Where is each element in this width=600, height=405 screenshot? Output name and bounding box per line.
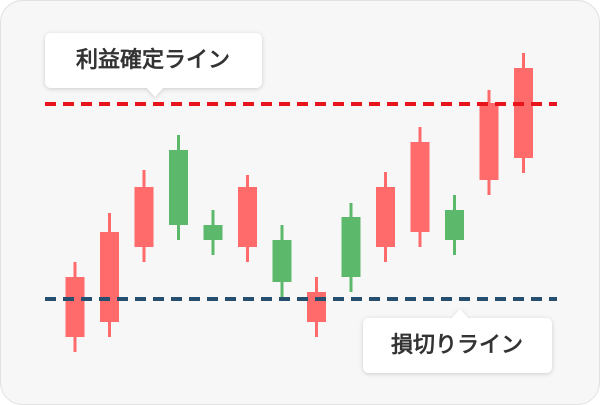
candle-body [272,240,292,282]
candle-body [341,217,361,277]
callout-box [363,318,552,373]
candle-body [238,187,257,247]
candle-body [514,68,533,158]
stop-loss-label: 損切りライン [391,333,523,358]
plot [45,53,557,352]
candle-body [65,277,85,337]
candle-body [307,292,326,322]
candle-body [100,232,119,322]
callout-box [45,33,262,88]
take-profit-callout [45,33,262,97]
take-profit-label: 利益確定ライン [76,47,230,73]
callout-pointer [146,87,164,97]
candle-body [479,103,499,180]
candle-body [203,225,223,240]
candle-body [376,187,395,247]
candle-body [169,150,188,225]
callout-pointer [451,309,469,319]
candle-body [445,210,464,240]
candle-body [134,187,154,247]
stop-loss-callout [363,309,552,373]
candle-body [410,142,430,232]
